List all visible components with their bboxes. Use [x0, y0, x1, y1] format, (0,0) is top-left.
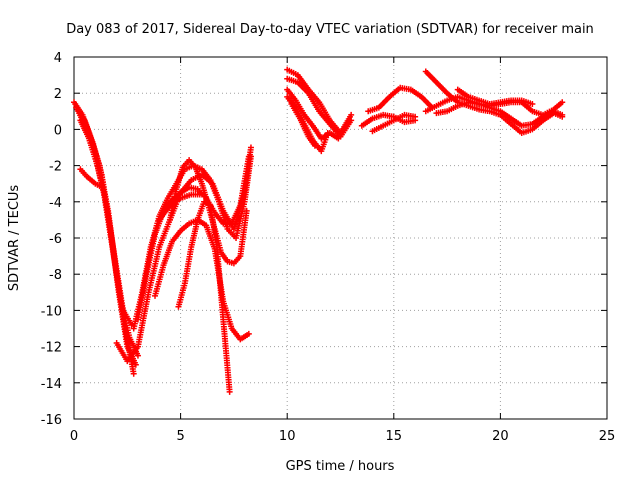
data-point — [130, 370, 137, 377]
y-tick-label: -4 — [49, 196, 62, 211]
data-point — [348, 111, 355, 118]
data-point — [98, 184, 105, 191]
series-track-19 — [365, 84, 436, 115]
data-point — [247, 144, 254, 151]
x-tick-label: 15 — [386, 429, 403, 444]
x-tick-label: 25 — [599, 429, 616, 444]
data-point — [198, 191, 205, 198]
data-point — [324, 130, 331, 137]
series-track-14 — [284, 75, 355, 140]
data-point — [348, 117, 355, 124]
data-point — [243, 207, 250, 214]
y-tick-label: -10 — [41, 304, 62, 319]
marks-layer — [71, 66, 566, 395]
data-point — [132, 361, 139, 368]
y-axis-label: SDTVAR / TECUs — [7, 185, 22, 292]
y-tick-label: 0 — [54, 123, 62, 138]
series-track-5 — [77, 166, 105, 191]
data-point — [335, 135, 342, 142]
chart-title: Day 083 of 2017, Sidereal Day-to-day VTE… — [66, 22, 594, 37]
y-tick-label: 2 — [54, 87, 62, 102]
series-track-20 — [369, 111, 419, 135]
data-point — [311, 142, 318, 149]
data-point — [245, 330, 252, 337]
x-tick-label: 10 — [279, 429, 296, 444]
series-track-24 — [454, 86, 536, 108]
data-point — [529, 101, 536, 108]
y-tick-label: -6 — [49, 232, 62, 247]
data-point — [226, 388, 233, 395]
y-tick-label: -2 — [49, 160, 62, 175]
data-point — [559, 111, 566, 118]
series-track-12 — [156, 191, 205, 223]
data-point — [134, 352, 141, 359]
data-point — [412, 113, 419, 120]
x-axis-label: GPS time / hours — [286, 459, 395, 474]
series-track-17 — [288, 101, 318, 149]
x-tick-label: 20 — [492, 429, 509, 444]
data-point — [559, 99, 566, 106]
series-track-11 — [175, 198, 233, 395]
x-tick-label: 0 — [70, 429, 78, 444]
series-track-8 — [134, 153, 252, 323]
ticks-layer: 0 5 10 15 20 25 -16 -14 -12 -10 -8 -6 -4 -2 0 2 4 — [41, 51, 616, 444]
y-tick-label: -8 — [49, 268, 62, 283]
data-point — [245, 153, 252, 160]
x-tick-label: 5 — [176, 429, 184, 444]
series-track-15 — [284, 86, 342, 142]
series-track-4 — [77, 117, 135, 328]
y-tick-label: -16 — [41, 413, 62, 428]
y-tick-label: -14 — [41, 377, 62, 392]
series-track-22 — [422, 93, 566, 129]
y-tick-label: 4 — [54, 51, 62, 66]
y-tick-label: -12 — [41, 341, 62, 356]
